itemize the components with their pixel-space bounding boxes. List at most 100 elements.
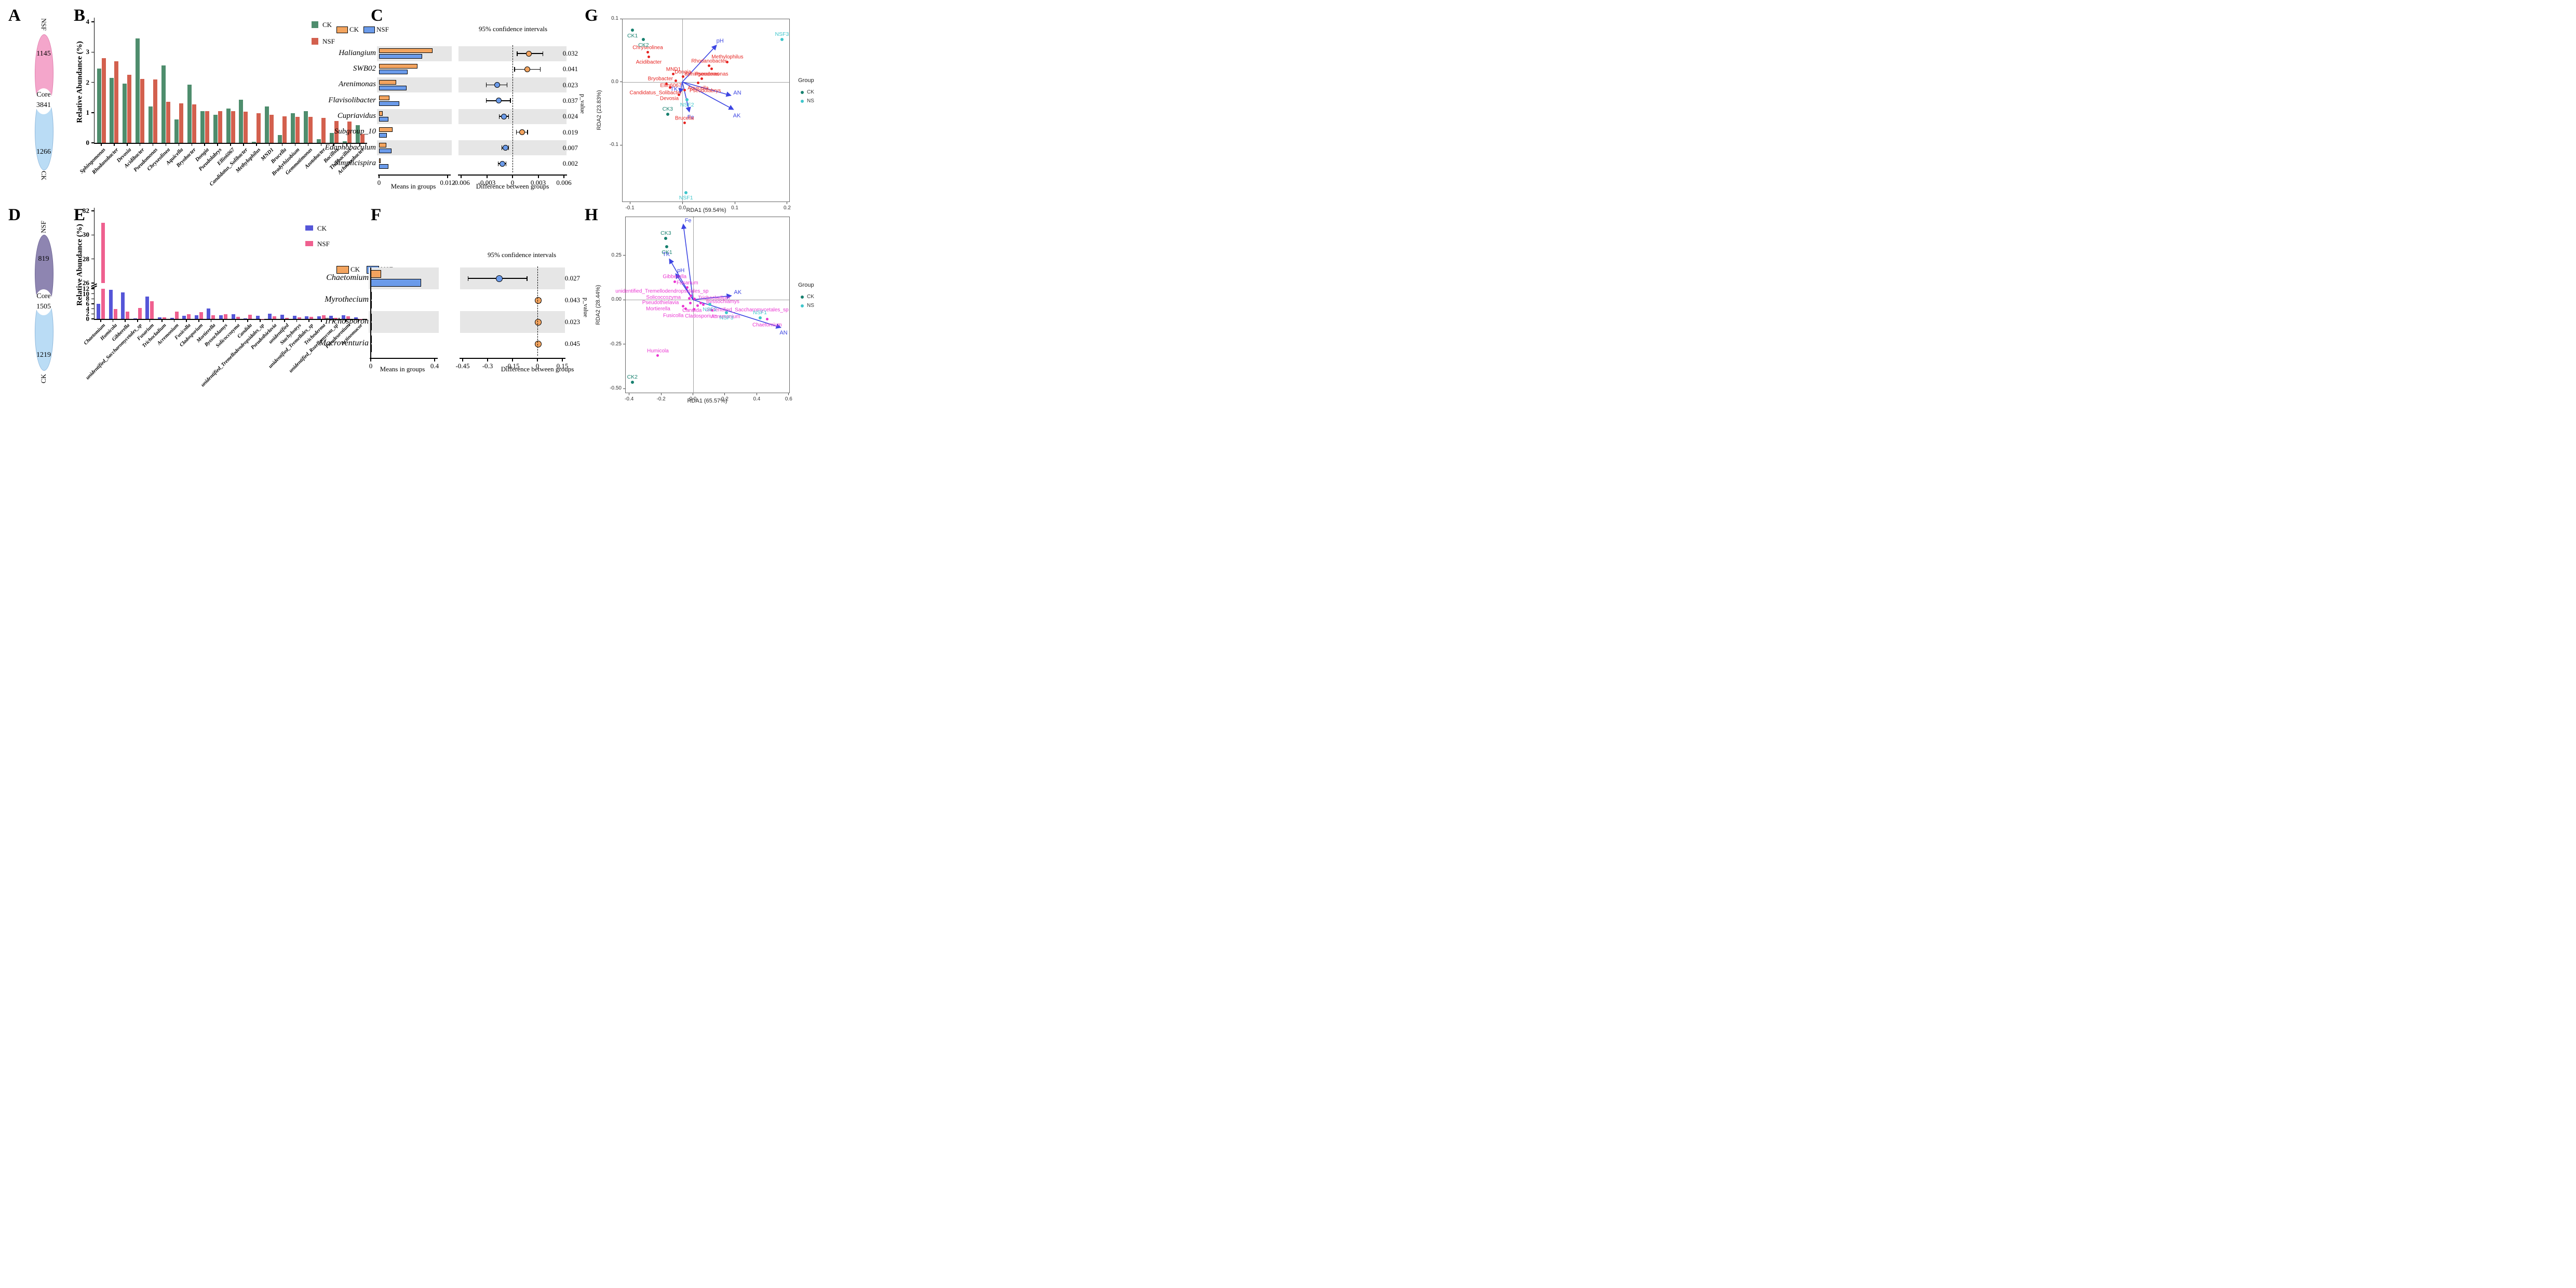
h-species-label-Trichocladium: Trichocladium	[698, 295, 730, 301]
venn-d-core-lens	[35, 289, 52, 315]
c-ci-cap	[540, 66, 541, 72]
h-sample-label-NSF3: NSF3	[719, 315, 734, 321]
g-plot-box	[622, 19, 790, 202]
bar-nsf-Gemmatimonas	[308, 117, 313, 143]
venn-d-core-label: Core	[36, 292, 51, 300]
b-y-tick-label: 0	[86, 139, 90, 146]
h-legend-ck-dot	[801, 296, 804, 299]
g-sample-label-CK3: CK3	[662, 105, 673, 112]
bar-nsf-Solicoccozyma	[236, 317, 240, 319]
f-right-axis-title: Difference between groups	[501, 365, 574, 373]
h-env-label-AK: AK	[734, 289, 742, 296]
e-y-tick	[91, 318, 94, 319]
e-legend-nsf-label: NSF	[317, 240, 330, 248]
bar-ck-Sphingomonas	[97, 69, 101, 143]
panel-label-c: C	[371, 6, 383, 25]
c-meanbar-nsf-Cupriavidus	[379, 117, 388, 122]
c-meanbar-nsf-Haliangium	[379, 54, 422, 59]
e-x-tick	[235, 319, 236, 322]
f-genus-Macroventuria: Macroventuria	[319, 339, 369, 348]
h-species-label-Solicoccozyma: Solicoccozyma	[646, 294, 681, 301]
bar-nsf-Mortierella	[211, 315, 215, 319]
h-species-dot-Byssochlamys	[699, 302, 703, 305]
e-x-tick	[247, 319, 248, 322]
b-y-tick	[91, 112, 94, 113]
bar-nsf-Pseudolabrys	[218, 111, 222, 143]
f-meanbar-nsf-Chaetomium	[371, 279, 421, 287]
bar-nsf-Bacillus	[334, 121, 339, 143]
b-y-tick-label: 1	[86, 108, 90, 116]
e-y-tick	[91, 288, 94, 289]
e-x-tick	[186, 319, 187, 322]
c-meanbar-ck-Subgroup_10	[379, 127, 393, 132]
bar-ck-Aquicella	[174, 119, 179, 143]
e-y-tick	[91, 283, 94, 284]
c-right-tick-label: 0	[510, 179, 515, 186]
panel-label-h: H	[585, 206, 598, 224]
b-y-tick	[91, 51, 94, 52]
venn-a-core-label: Core	[36, 91, 51, 99]
c-legend-ck-swatch	[336, 26, 348, 33]
c-ci-cap	[501, 145, 503, 151]
e-y-tick	[91, 313, 94, 315]
h-env-label-TK: TK	[662, 251, 670, 258]
f-zero-line	[537, 266, 538, 356]
b-x-tick	[101, 143, 102, 146]
h-env-label-Fe: Fe	[684, 218, 692, 224]
h-y-axis-title: RDA2 (28.44%)	[595, 285, 601, 325]
g-species-dot-Ellin6067	[675, 79, 678, 83]
bar-nsf-Fusicolla	[187, 314, 191, 319]
bar-ck-unidentified	[280, 315, 284, 319]
bar-ck-Cladosporium	[194, 315, 198, 319]
c-ci-cap	[516, 130, 517, 135]
h-species-label-Acremonium: Acremonium	[711, 314, 740, 320]
g-legend-ck-label: CK	[807, 89, 814, 95]
bar-ck-Trichoderma	[317, 316, 321, 319]
g-species-label-Brucella: Brucella	[675, 115, 694, 122]
g-species-label-Sphingomonas: Sphingomonas	[684, 71, 719, 77]
b-x-tick	[268, 143, 270, 146]
bar-ck-unidentified_Saccharomycetales_sp	[133, 318, 137, 319]
e-x-tick	[296, 319, 298, 322]
venn-d-top-group: NSF	[39, 221, 47, 233]
c-row-band	[377, 109, 452, 124]
f-row-band	[460, 311, 565, 333]
bar-ck-Bacillus	[329, 133, 334, 143]
h-x-tick-label: 0.0	[689, 396, 697, 402]
c-pvalue-Subgroup_10: 0.019	[562, 128, 578, 136]
h-legend-nsf-label: NSF	[807, 303, 814, 308]
panel-label-e: E	[74, 206, 86, 224]
f-right-axis-tick	[562, 359, 563, 361]
f-right-axis-tick	[537, 359, 538, 361]
e-x-tick	[112, 319, 114, 322]
f-ci-cap	[527, 276, 528, 281]
b-legend-ck-swatch	[312, 21, 318, 28]
c-genus-Subgroup_10: Subgroup_10	[334, 127, 376, 136]
h-sample-dot-CK2	[630, 381, 634, 384]
c-legend-nsf-swatch	[363, 26, 375, 33]
h-x-tick	[724, 393, 725, 395]
bar-nsf-Candidatus_Solibacter	[244, 112, 248, 143]
c-legend-ck-label: CK	[349, 25, 359, 33]
bar-nsf-Methylophilus	[257, 113, 261, 143]
bar-nsf-unidentified_Tremellales_sp	[309, 317, 314, 319]
c-ci-cap	[485, 83, 487, 88]
g-env-label-AK: AK	[733, 113, 741, 119]
c-genus-Haliangium: Haliangium	[339, 48, 376, 57]
h-y-tick-label: -0.50	[610, 385, 622, 392]
bar-ck-Actinomucor	[354, 317, 358, 319]
bar-nsf-Sphingomonas	[101, 58, 106, 143]
bar-nsf-unidentified_Rozellomycota_sp	[334, 318, 338, 319]
bar-ck-Fusicolla	[182, 315, 186, 319]
bar-nsf-Aquicella	[179, 103, 183, 143]
f-right-axis-tick	[462, 359, 463, 361]
h-species-label-Fusicolla: Fusicolla	[663, 313, 684, 319]
f-ci-dot-Macroventuria	[535, 340, 542, 347]
c-ci-cap	[505, 161, 507, 166]
b-x-tick	[139, 143, 141, 146]
e-y-axis-upper	[93, 208, 95, 284]
bar-ck-Candida	[244, 318, 248, 319]
h-zero-x-line	[693, 217, 694, 393]
bar-nsf-Fusarium	[150, 301, 154, 319]
h-plot-box	[625, 217, 790, 393]
